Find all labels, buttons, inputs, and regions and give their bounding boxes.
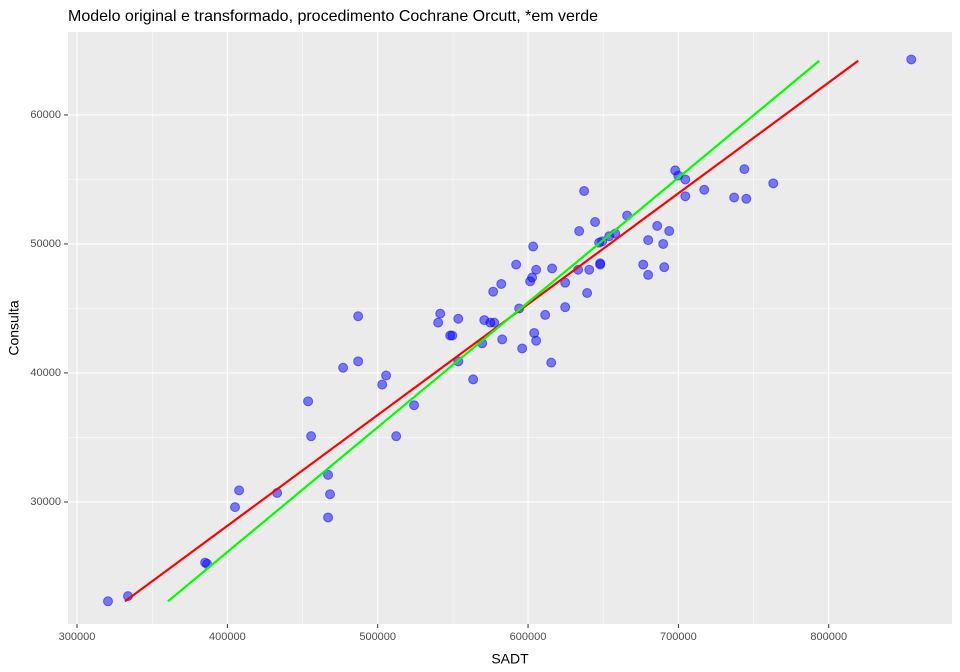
point <box>699 184 710 195</box>
point <box>303 396 314 407</box>
point <box>234 485 245 496</box>
point <box>560 277 571 288</box>
x-tick-label: 800000 <box>810 631 847 643</box>
point <box>497 334 508 345</box>
point <box>323 512 334 523</box>
x-tick-label: 500000 <box>359 631 396 643</box>
point <box>741 193 752 204</box>
point <box>468 374 479 385</box>
point <box>638 259 649 270</box>
point <box>582 287 593 298</box>
fit-line <box>124 59 859 603</box>
point <box>447 330 458 341</box>
x-tick-label: 600000 <box>510 631 547 643</box>
point <box>325 489 336 500</box>
point <box>409 400 420 411</box>
point <box>531 264 542 275</box>
point <box>435 308 446 319</box>
point <box>739 164 750 175</box>
point <box>680 174 691 185</box>
point <box>353 311 364 322</box>
point <box>377 379 388 390</box>
chart-title: Modelo original e transformado, procedim… <box>68 8 598 25</box>
point <box>488 286 499 297</box>
point <box>547 263 558 274</box>
point <box>381 370 392 381</box>
y-tick-label: 40000 <box>30 367 61 379</box>
y-tick-label: 30000 <box>30 496 61 508</box>
point <box>664 226 675 237</box>
point <box>652 220 663 231</box>
point <box>489 317 500 328</box>
point <box>511 259 522 270</box>
point <box>531 335 542 346</box>
fit-line <box>167 59 820 603</box>
x-axis-title: SADT <box>491 651 529 667</box>
y-axis-title: Consulta <box>6 300 22 355</box>
point <box>584 264 595 275</box>
x-tick-label: 400000 <box>209 631 246 643</box>
point <box>528 241 539 252</box>
plot-panel <box>68 32 952 624</box>
point <box>540 309 551 320</box>
y-tick-label: 50000 <box>30 238 61 250</box>
point <box>230 502 241 513</box>
point <box>306 431 317 442</box>
point <box>768 178 779 189</box>
point <box>527 272 538 283</box>
point <box>590 217 601 228</box>
point <box>453 313 464 324</box>
point <box>659 262 670 273</box>
point <box>643 235 654 246</box>
point <box>680 191 691 202</box>
point <box>338 362 349 373</box>
point <box>658 238 669 249</box>
point <box>643 269 654 280</box>
y-tick-label: 60000 <box>30 109 61 121</box>
point <box>102 596 113 607</box>
point <box>323 469 334 480</box>
point <box>433 317 444 328</box>
point <box>595 259 606 270</box>
x-tick-label: 700000 <box>660 631 697 643</box>
point <box>574 226 585 237</box>
point <box>496 278 507 289</box>
point <box>353 356 364 367</box>
point <box>906 54 917 65</box>
point <box>391 431 402 442</box>
x-tick-label: 300000 <box>59 631 96 643</box>
point <box>560 302 571 313</box>
point <box>546 357 557 368</box>
point <box>729 192 740 203</box>
point <box>517 343 528 354</box>
point <box>579 186 590 197</box>
